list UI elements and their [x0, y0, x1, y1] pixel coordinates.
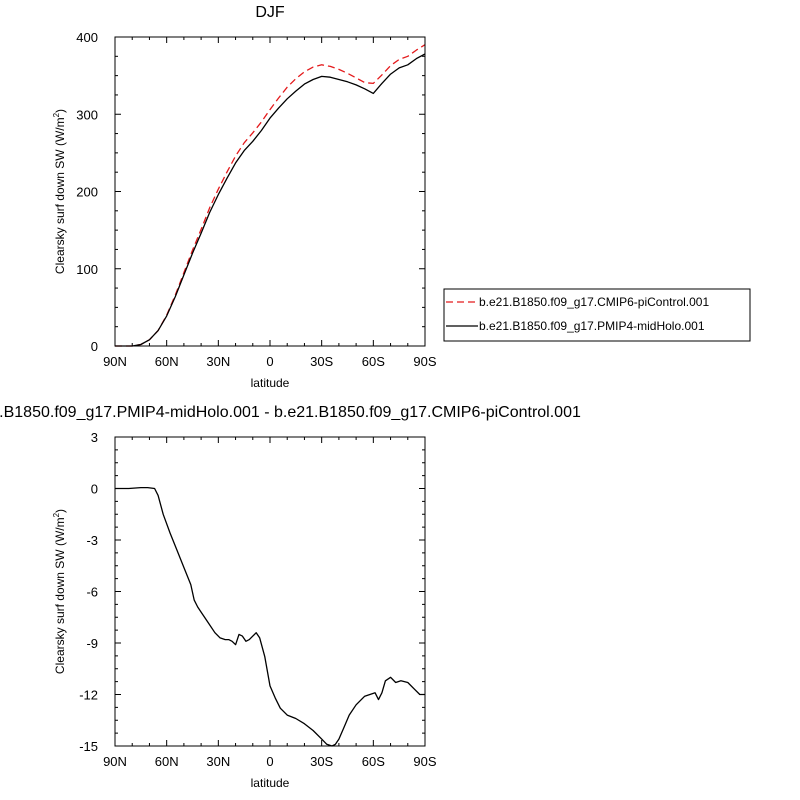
x-tick-label: 30N	[206, 754, 230, 769]
y-tick-label: 400	[76, 30, 98, 45]
y-tick-label: -3	[86, 533, 98, 548]
y-tick-label: 100	[76, 262, 98, 277]
x-tick-label: 60S	[362, 354, 385, 369]
x-tick-label: 30S	[310, 754, 333, 769]
y-tick-label: -15	[79, 739, 98, 754]
x-tick-label: 90S	[413, 354, 436, 369]
chart-title: b.e21.B1850.f09_g17.PMIP4-midHolo.001 - …	[0, 404, 581, 421]
y-tick-label: 200	[76, 185, 98, 200]
x-tick-label: 60S	[362, 754, 385, 769]
y-tick-label: 0	[91, 482, 98, 497]
x-tick-label: 90S	[413, 754, 436, 769]
x-tick-label: 0	[266, 754, 273, 769]
x-tick-label: 30S	[310, 354, 333, 369]
x-tick-label: 30N	[206, 354, 230, 369]
series-line-1	[115, 486, 425, 747]
panel-2: b.e21.B1850.f09_g17.PMIP4-midHolo.001 - …	[0, 404, 581, 790]
panel-1: DJF 90N 60N 30N 0 30S 60S 90S 0 100 200 300 400 latit…	[52, 4, 751, 390]
legend-label-2: b.e21.B1850.f09_g17.PMIP4-midHolo.001	[479, 319, 705, 333]
y-tick-label: 300	[76, 107, 98, 122]
chart-title: DJF	[255, 4, 285, 21]
x-tick-label: 60N	[155, 754, 179, 769]
x-tick-label: 90N	[103, 754, 127, 769]
y-axis-label: Clearsky surf down SW (W/m2)	[52, 509, 67, 674]
x-tick-label: 0	[266, 354, 273, 369]
x-axis-label: latitude	[251, 376, 290, 390]
series-line-1	[115, 44, 426, 347]
y-tick-label: 3	[91, 430, 98, 445]
y-tick-label: -12	[79, 688, 98, 703]
y-tick-label: 0	[91, 339, 98, 354]
y-tick-label: -6	[86, 585, 98, 600]
x-axis-label: latitude	[251, 776, 290, 790]
legend-label-1: b.e21.B1850.f09_g17.CMIP6-piControl.001	[479, 295, 709, 309]
y-tick-label: -9	[86, 636, 98, 651]
y-axis-label: Clearsky surf down SW (W/m2)	[52, 109, 67, 274]
legend-box	[443, 288, 751, 342]
x-tick-label: 90N	[103, 354, 127, 369]
series-line-2	[115, 53, 426, 347]
plot-frame	[114, 36, 426, 347]
x-tick-label: 60N	[155, 354, 179, 369]
